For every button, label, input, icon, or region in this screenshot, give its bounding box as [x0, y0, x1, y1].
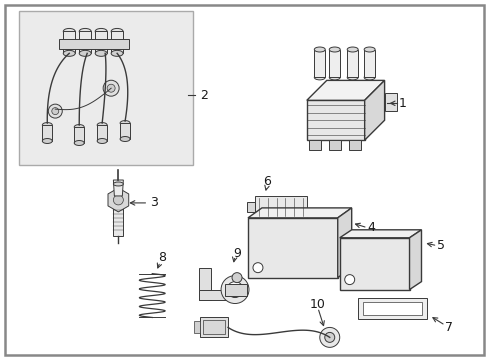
- Bar: [97, 125, 107, 141]
- Bar: [224, 284, 246, 296]
- Ellipse shape: [346, 47, 357, 52]
- Ellipse shape: [111, 50, 123, 56]
- Ellipse shape: [111, 28, 123, 35]
- Bar: [120, 123, 130, 139]
- Bar: [63, 31, 75, 53]
- Ellipse shape: [95, 28, 107, 35]
- Circle shape: [232, 273, 242, 283]
- Ellipse shape: [74, 125, 84, 130]
- Bar: [314, 50, 325, 77]
- Bar: [308, 140, 320, 150]
- Bar: [328, 50, 340, 77]
- Ellipse shape: [346, 75, 357, 80]
- Ellipse shape: [42, 139, 52, 144]
- Ellipse shape: [113, 182, 123, 186]
- Bar: [346, 50, 357, 77]
- Ellipse shape: [97, 139, 107, 144]
- Ellipse shape: [120, 136, 130, 141]
- Polygon shape: [408, 230, 421, 289]
- Ellipse shape: [74, 140, 84, 145]
- Polygon shape: [364, 80, 384, 140]
- Text: 1: 1: [398, 97, 406, 110]
- Bar: [362, 302, 422, 315]
- Circle shape: [103, 80, 119, 96]
- Circle shape: [226, 282, 243, 298]
- Bar: [42, 125, 52, 141]
- Bar: [203, 320, 224, 334]
- Ellipse shape: [63, 50, 75, 56]
- Bar: [199, 289, 226, 300]
- Ellipse shape: [328, 75, 340, 80]
- Text: 3: 3: [150, 197, 158, 210]
- Circle shape: [252, 263, 263, 273]
- Text: 10: 10: [309, 298, 325, 311]
- Bar: [357, 298, 427, 319]
- Bar: [199, 268, 211, 300]
- Bar: [111, 31, 123, 53]
- Bar: [74, 127, 84, 143]
- Circle shape: [221, 276, 248, 303]
- Polygon shape: [306, 80, 384, 100]
- Bar: [364, 50, 374, 77]
- Circle shape: [52, 108, 59, 114]
- Ellipse shape: [79, 28, 91, 35]
- Bar: [328, 140, 340, 150]
- Polygon shape: [113, 180, 123, 196]
- Bar: [254, 196, 306, 218]
- Text: 4: 4: [367, 221, 375, 234]
- Text: 8: 8: [158, 251, 166, 264]
- Circle shape: [344, 275, 354, 285]
- Ellipse shape: [364, 47, 374, 52]
- Circle shape: [113, 195, 123, 205]
- Polygon shape: [306, 100, 364, 140]
- Ellipse shape: [63, 28, 75, 35]
- Bar: [348, 140, 360, 150]
- Bar: [79, 31, 91, 53]
- Bar: [59, 39, 129, 49]
- Bar: [19, 11, 193, 165]
- Ellipse shape: [95, 50, 107, 56]
- Polygon shape: [108, 188, 128, 212]
- Bar: [95, 31, 107, 53]
- Ellipse shape: [314, 47, 325, 52]
- Text: 6: 6: [263, 175, 270, 189]
- Bar: [113, 208, 123, 236]
- Ellipse shape: [97, 122, 107, 127]
- Circle shape: [319, 328, 339, 347]
- Text: 5: 5: [437, 239, 445, 252]
- Bar: [246, 202, 254, 212]
- Ellipse shape: [314, 75, 325, 80]
- Bar: [339, 238, 408, 289]
- Bar: [200, 318, 227, 337]
- Ellipse shape: [42, 122, 52, 127]
- Ellipse shape: [328, 47, 340, 52]
- Polygon shape: [247, 208, 351, 218]
- Ellipse shape: [120, 121, 130, 126]
- Polygon shape: [337, 208, 351, 278]
- Text: 7: 7: [445, 321, 452, 334]
- Polygon shape: [339, 230, 421, 238]
- Text: 2: 2: [200, 89, 207, 102]
- Circle shape: [324, 332, 334, 342]
- Ellipse shape: [79, 50, 91, 56]
- Bar: [194, 321, 200, 333]
- Circle shape: [107, 84, 115, 92]
- Bar: [384, 93, 396, 111]
- Ellipse shape: [364, 75, 374, 80]
- Text: 9: 9: [233, 247, 241, 260]
- Bar: [247, 218, 337, 278]
- Circle shape: [48, 104, 62, 118]
